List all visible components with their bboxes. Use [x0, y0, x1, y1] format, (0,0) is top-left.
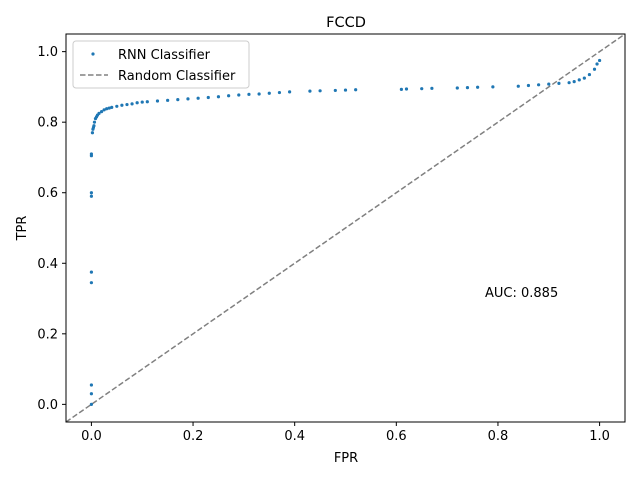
rnn-point — [430, 86, 434, 90]
plot-frame — [65, 33, 626, 423]
plot-area — [65, 33, 626, 423]
rnn-point — [537, 83, 541, 87]
rnn-point — [567, 81, 571, 85]
rnn-point — [120, 103, 124, 107]
rnn-point — [90, 131, 95, 135]
rnn-point — [89, 270, 94, 274]
x-tick-label: 0.2 — [183, 429, 204, 444]
rnn-point — [557, 81, 561, 85]
y-tick-label: 0.0 — [37, 398, 58, 413]
rnn-point — [582, 76, 586, 80]
rnn-point — [465, 86, 470, 90]
x-tick-label: 0.8 — [488, 429, 509, 444]
rnn-point — [577, 78, 581, 82]
rnn-point — [155, 99, 160, 103]
rnn-point — [89, 152, 94, 156]
x-axis: 0.0 0.2 0.4 0.6 0.8 1.0 — [81, 422, 610, 444]
rnn-point — [572, 80, 576, 84]
rnn-point — [92, 120, 97, 124]
rnn-point — [102, 108, 106, 112]
y-tick-label: 0.4 — [37, 257, 58, 272]
x-axis-label: FPR — [334, 451, 358, 466]
rnn-point — [267, 91, 271, 95]
chart-title: FCCD — [326, 15, 366, 31]
random-classifier-line — [65, 33, 626, 423]
y-axis: 0.0 0.2 0.4 0.6 0.8 1.0 — [37, 45, 66, 413]
rnn-point — [257, 92, 261, 96]
rnn-point — [89, 194, 94, 198]
rnn-point — [115, 104, 119, 108]
rnn-point — [247, 92, 251, 96]
rnn-point — [277, 90, 282, 95]
x-tick-label: 0.6 — [386, 429, 407, 444]
rnn-point — [89, 402, 94, 406]
rnn-point — [145, 100, 149, 104]
rnn-point — [404, 87, 409, 91]
x-tick-label: 1.0 — [589, 429, 610, 444]
rnn-point — [587, 72, 592, 77]
rnn-point — [196, 96, 200, 100]
y-tick-label: 0.2 — [37, 327, 58, 342]
rnn-point — [89, 191, 94, 195]
rnn-point — [206, 95, 210, 100]
x-tick-label: 0.4 — [284, 429, 305, 444]
legend-marker-rnn — [91, 52, 95, 56]
legend-box — [72, 40, 250, 89]
rnn-point — [135, 101, 139, 105]
y-tick-label: 1.0 — [37, 45, 58, 60]
rnn-point — [99, 110, 104, 114]
rnn-point — [89, 392, 94, 396]
legend-label-rnn: RNN Classifier — [118, 48, 211, 63]
rnn-point — [166, 98, 170, 102]
rnn-point — [318, 89, 322, 93]
rnn-point — [125, 102, 129, 107]
rnn-point — [130, 102, 134, 106]
y-tick-label: 0.8 — [37, 116, 58, 131]
rnn-point — [592, 67, 597, 71]
rnn-point — [308, 89, 312, 93]
y-tick-label: 0.6 — [37, 186, 58, 201]
legend: RNN Classifier Random Classifier — [72, 40, 250, 89]
rnn-point — [455, 86, 459, 90]
rnn-point — [595, 62, 599, 66]
rnn-point — [176, 98, 180, 102]
rnn-point — [216, 95, 221, 99]
rnn-point — [97, 111, 101, 115]
auc-annotation: AUC: 0.885 — [485, 286, 558, 301]
x-tick-label: 0.0 — [81, 429, 102, 444]
rnn-point — [107, 106, 111, 110]
rnn-point — [288, 90, 292, 94]
rnn-point — [354, 88, 358, 92]
rnn-point — [333, 88, 337, 93]
rnn-point — [491, 85, 495, 89]
rnn-point — [237, 93, 241, 97]
y-axis-label: TPR — [15, 216, 30, 242]
rnn-point — [105, 107, 109, 111]
rnn-point — [110, 105, 114, 109]
rnn-point — [186, 97, 190, 101]
series-layer — [65, 33, 626, 423]
rnn-point — [420, 87, 424, 91]
legend-label-random: Random Classifier — [118, 69, 236, 84]
rnn-point — [89, 383, 94, 387]
rnn-point — [526, 83, 531, 88]
rnn-point — [547, 82, 551, 86]
rnn-point — [227, 94, 231, 98]
rnn-point — [140, 100, 144, 104]
rnn-point — [597, 58, 602, 63]
rnn-point — [343, 88, 348, 92]
rnn-point — [92, 124, 96, 128]
rnn-point — [399, 87, 403, 91]
rnn-point — [516, 84, 520, 88]
rnn-point — [89, 281, 94, 285]
rnn-point — [476, 85, 480, 89]
